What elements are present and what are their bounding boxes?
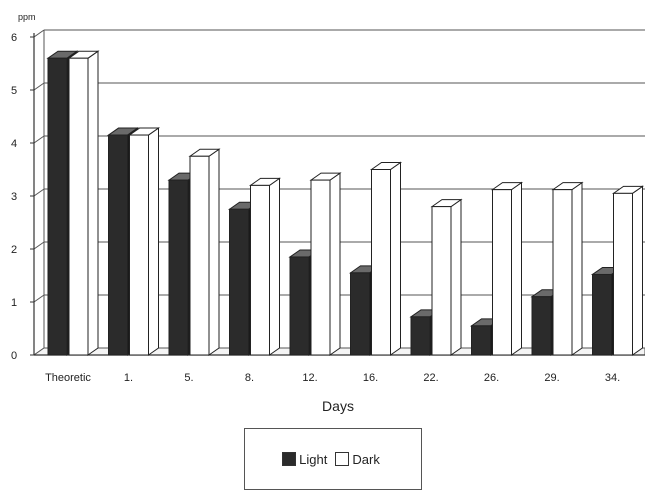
x-tick-label: 22. xyxy=(423,372,438,384)
bar-dark-2 xyxy=(188,148,221,356)
bars-layer xyxy=(46,50,645,356)
bar-dark-1 xyxy=(127,127,161,356)
legend-swatch-dark xyxy=(335,452,350,466)
bar-dark-9 xyxy=(611,185,645,356)
bar-dark-3 xyxy=(248,177,282,356)
gridline-depth xyxy=(33,241,45,250)
x-tick-label: 26. xyxy=(484,372,499,384)
x-axis-title: Days xyxy=(322,398,354,414)
x-tick-label: 12. xyxy=(302,372,317,384)
gridline-depth xyxy=(33,135,45,144)
y-tick-label: 2 xyxy=(11,244,17,256)
legend-swatch-light xyxy=(282,452,297,466)
y-tick-label: 3 xyxy=(11,191,17,203)
x-tick-label: Theoretic xyxy=(45,372,91,384)
gridline-depth xyxy=(33,188,45,197)
gridline-depth xyxy=(33,294,45,303)
y-tick-label: 5 xyxy=(11,85,17,97)
y-tick-label: 6 xyxy=(11,32,17,44)
legend-item-light: Light xyxy=(282,452,327,467)
gridline-depth xyxy=(33,82,45,91)
bar-dark-0 xyxy=(67,50,100,356)
bar-dark-6 xyxy=(430,198,463,356)
y-tick-label: 1 xyxy=(11,297,17,309)
gridline-depth xyxy=(33,29,45,38)
legend-label-light: Light xyxy=(299,451,328,467)
x-tick-label: 5. xyxy=(184,372,193,384)
bar-dark-5 xyxy=(369,161,403,356)
bar-dark-8 xyxy=(551,181,584,356)
labels-layer: 0 1 2 3 4 5 6 Theoretic 1. 5. 8. 12. 16. 22. 26. 29. 34. xyxy=(11,32,620,384)
bar-dark-7 xyxy=(490,181,524,356)
x-tick-label: 29. xyxy=(544,372,559,384)
x-tick-label: 1. xyxy=(124,372,133,384)
y-tick-label: 0 xyxy=(11,350,17,362)
y-tick-label: 4 xyxy=(11,138,17,150)
x-tick-label: 34. xyxy=(605,372,620,384)
legend-item-dark: Dark xyxy=(335,451,380,467)
bar-dark-4 xyxy=(309,172,342,356)
x-tick-label: 16. xyxy=(363,372,378,384)
legend: Light Dark xyxy=(244,428,422,490)
legend-label-dark: Dark xyxy=(352,451,380,467)
y-axis-label: ppm xyxy=(18,12,36,22)
x-tick-label: 8. xyxy=(245,372,254,384)
